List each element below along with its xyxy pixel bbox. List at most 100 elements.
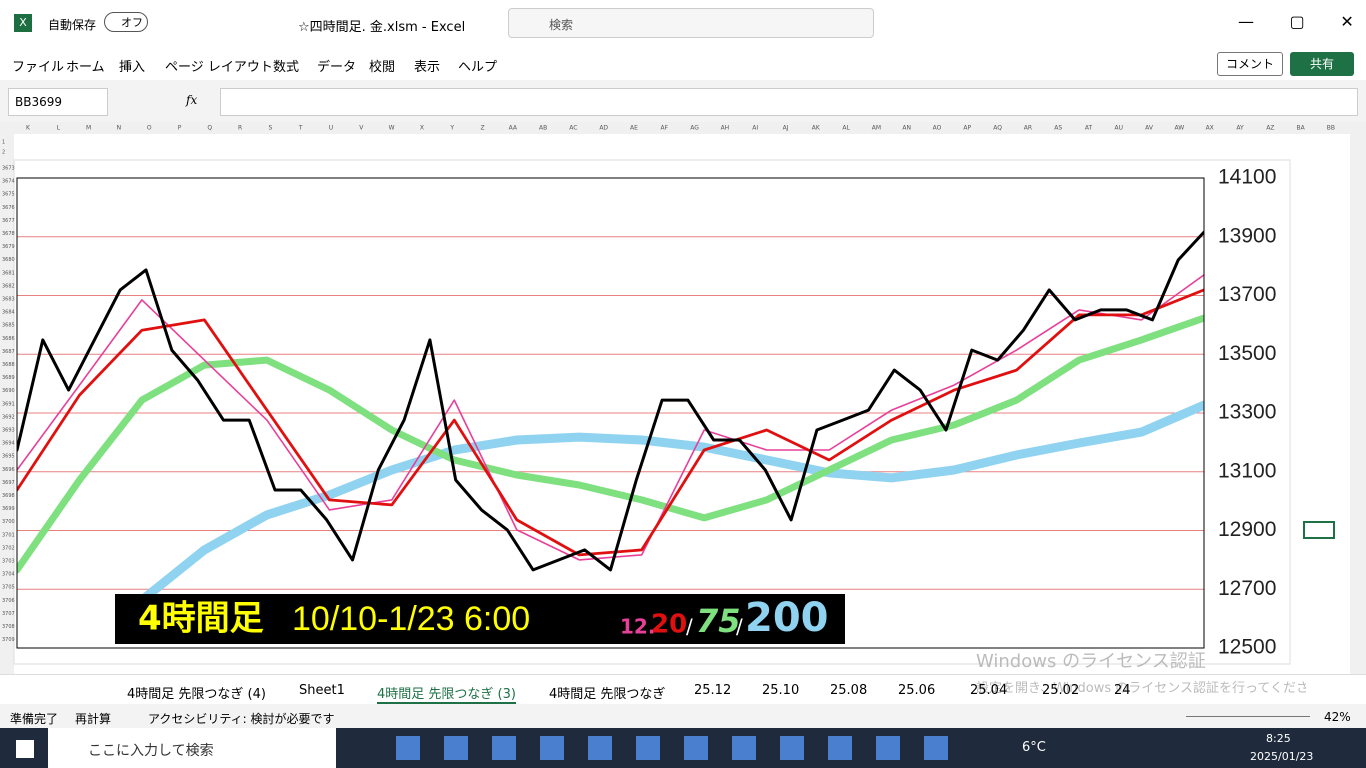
y-tick-label: 14100	[1218, 166, 1276, 189]
column-header: Q	[207, 125, 212, 132]
column-header: AZ	[1266, 125, 1274, 132]
status-recalc: 再計算	[75, 712, 112, 726]
row-header: 3684	[2, 310, 15, 316]
column-header: AE	[630, 125, 638, 132]
fx-label: fx	[186, 93, 198, 107]
sheet-tab[interactable]: 4時間足 先限つなぎ (3)	[377, 683, 516, 704]
sheet-tab[interactable]: Sheet1	[299, 683, 345, 698]
chart-area	[13, 159, 1291, 665]
row-header: 3686	[2, 336, 15, 342]
row-header: 3696	[2, 467, 15, 473]
sheet-tab[interactable]: 25.12	[694, 683, 732, 698]
column-header: AW	[1175, 125, 1185, 132]
banner-ma: 200	[745, 595, 829, 641]
row-header: 3709	[2, 637, 15, 643]
banner-ma: 20	[651, 610, 687, 640]
share-button[interactable]: 共有	[1290, 52, 1354, 76]
sheet-tabs: 4時間足 先限つなぎ (4) Sheet1 4時間足 先限つなぎ (3) 4時間足 先…	[0, 674, 1366, 705]
ribbon-tab[interactable]: 挿入	[119, 60, 146, 75]
column-header: N	[117, 125, 122, 132]
row-header: 3701	[2, 532, 15, 538]
taskbar-apps[interactable]	[396, 736, 956, 760]
comment-button[interactable]: コメント	[1217, 52, 1283, 76]
price-line	[17, 274, 1204, 561]
row-header: 3673	[2, 166, 15, 172]
row-header: 1	[2, 140, 5, 146]
banner-sep: /	[736, 615, 743, 639]
zoom-level[interactable]: 42%	[1324, 710, 1351, 724]
column-header: O	[147, 125, 152, 132]
row-header: 3674	[2, 179, 15, 185]
column-header: W	[389, 125, 395, 132]
taskbar-search[interactable]: ここに入力して検索	[48, 728, 336, 768]
excel-icon: X	[14, 14, 32, 32]
row-header: 3679	[2, 244, 15, 250]
ribbon-tab[interactable]: ホーム	[66, 60, 105, 75]
sheet-tab[interactable]: 4時間足 先限つなぎ	[549, 687, 666, 702]
weather: 6°C	[1022, 740, 1046, 755]
plot-lines	[17, 230, 1204, 605]
column-header: AT	[1085, 125, 1093, 132]
ribbon-tab[interactable]: ファイル	[12, 60, 65, 75]
row-header-bar	[0, 122, 14, 674]
window-controls[interactable]: — ▢ ✕	[1238, 12, 1354, 31]
sheet-tab[interactable]: 25.06	[898, 683, 936, 698]
banner-sep: /	[686, 615, 693, 639]
sheet-tab[interactable]: 24	[1114, 683, 1131, 698]
column-header: AF	[661, 125, 669, 132]
column-header: M	[86, 125, 91, 132]
row-header: 3683	[2, 297, 15, 303]
ribbon-tab[interactable]: 表示	[414, 60, 441, 75]
price-line	[137, 400, 1204, 605]
row-header: 3708	[2, 624, 15, 630]
row-header: 3688	[2, 362, 15, 368]
sheet: K L M N O P Q R S T U V W X Y Z AA AB AC AD AE AF AG AH AI AJ AK AL…	[0, 122, 1366, 674]
sheet-tab[interactable]: 4時間足 先限つなぎ (4)	[127, 687, 266, 702]
watermark-title: Windows のライセンス認証	[976, 651, 1206, 672]
status-accessibility[interactable]: アクセシビリティ: 検討が必要です	[148, 712, 335, 726]
column-header: AV	[1145, 125, 1154, 132]
row-header: 3698	[2, 493, 15, 499]
row-header: 3694	[2, 441, 15, 447]
banner-range: 10/10-1/23 6:00	[292, 600, 530, 638]
column-header: BA	[1296, 125, 1305, 132]
ribbon-tab[interactable]: 校閲	[369, 60, 396, 75]
scrollbar[interactable]	[1350, 122, 1366, 674]
banner-ma: 75	[696, 602, 741, 640]
autosave-toggle[interactable]: オフ	[104, 12, 148, 32]
column-header: AG	[690, 125, 699, 132]
sheet-tab[interactable]: 25.08	[830, 683, 868, 698]
sheet-tab[interactable]: 25.10	[762, 683, 800, 698]
column-header: AX	[1206, 125, 1214, 132]
column-header: AI	[752, 125, 758, 132]
search-box[interactable]: 検索	[508, 8, 874, 38]
sheet-tab[interactable]: 25.04	[970, 683, 1008, 698]
row-header: 3691	[2, 401, 15, 407]
row-header: 3681	[2, 270, 15, 276]
column-header: AK	[812, 125, 821, 132]
column-header: BB	[1327, 125, 1335, 132]
formula-input[interactable]	[220, 88, 1358, 116]
column-header: AM	[872, 125, 881, 132]
row-header: 3695	[2, 454, 15, 460]
row-header: 3707	[2, 611, 15, 617]
row-header: 3697	[2, 480, 15, 486]
row-header: 3675	[2, 192, 15, 198]
ribbon-tab[interactable]: ページ レイアウト	[165, 60, 273, 75]
ribbon-tab[interactable]: データ	[317, 60, 357, 75]
price-line	[17, 288, 1204, 557]
file-title: ☆四時間足. 金.xlsm - Excel	[298, 20, 466, 35]
ribbon-tab[interactable]: ヘルプ	[458, 60, 498, 75]
clock-time: 8:25	[1266, 732, 1291, 745]
sheet-tab[interactable]: 25.02	[1042, 683, 1080, 698]
name-box[interactable]: BB3699	[8, 88, 108, 116]
autosave-label: 自動保存	[48, 18, 97, 32]
row-header: 3680	[2, 257, 15, 263]
row-header: 3706	[2, 598, 15, 604]
ribbon-tab[interactable]: 数式	[273, 60, 300, 75]
row-header: 3682	[2, 283, 15, 289]
zoom-slider[interactable]	[1186, 716, 1310, 717]
row-header: 3703	[2, 559, 15, 565]
row-header: 3677	[2, 218, 15, 224]
start-button[interactable]	[16, 740, 34, 758]
